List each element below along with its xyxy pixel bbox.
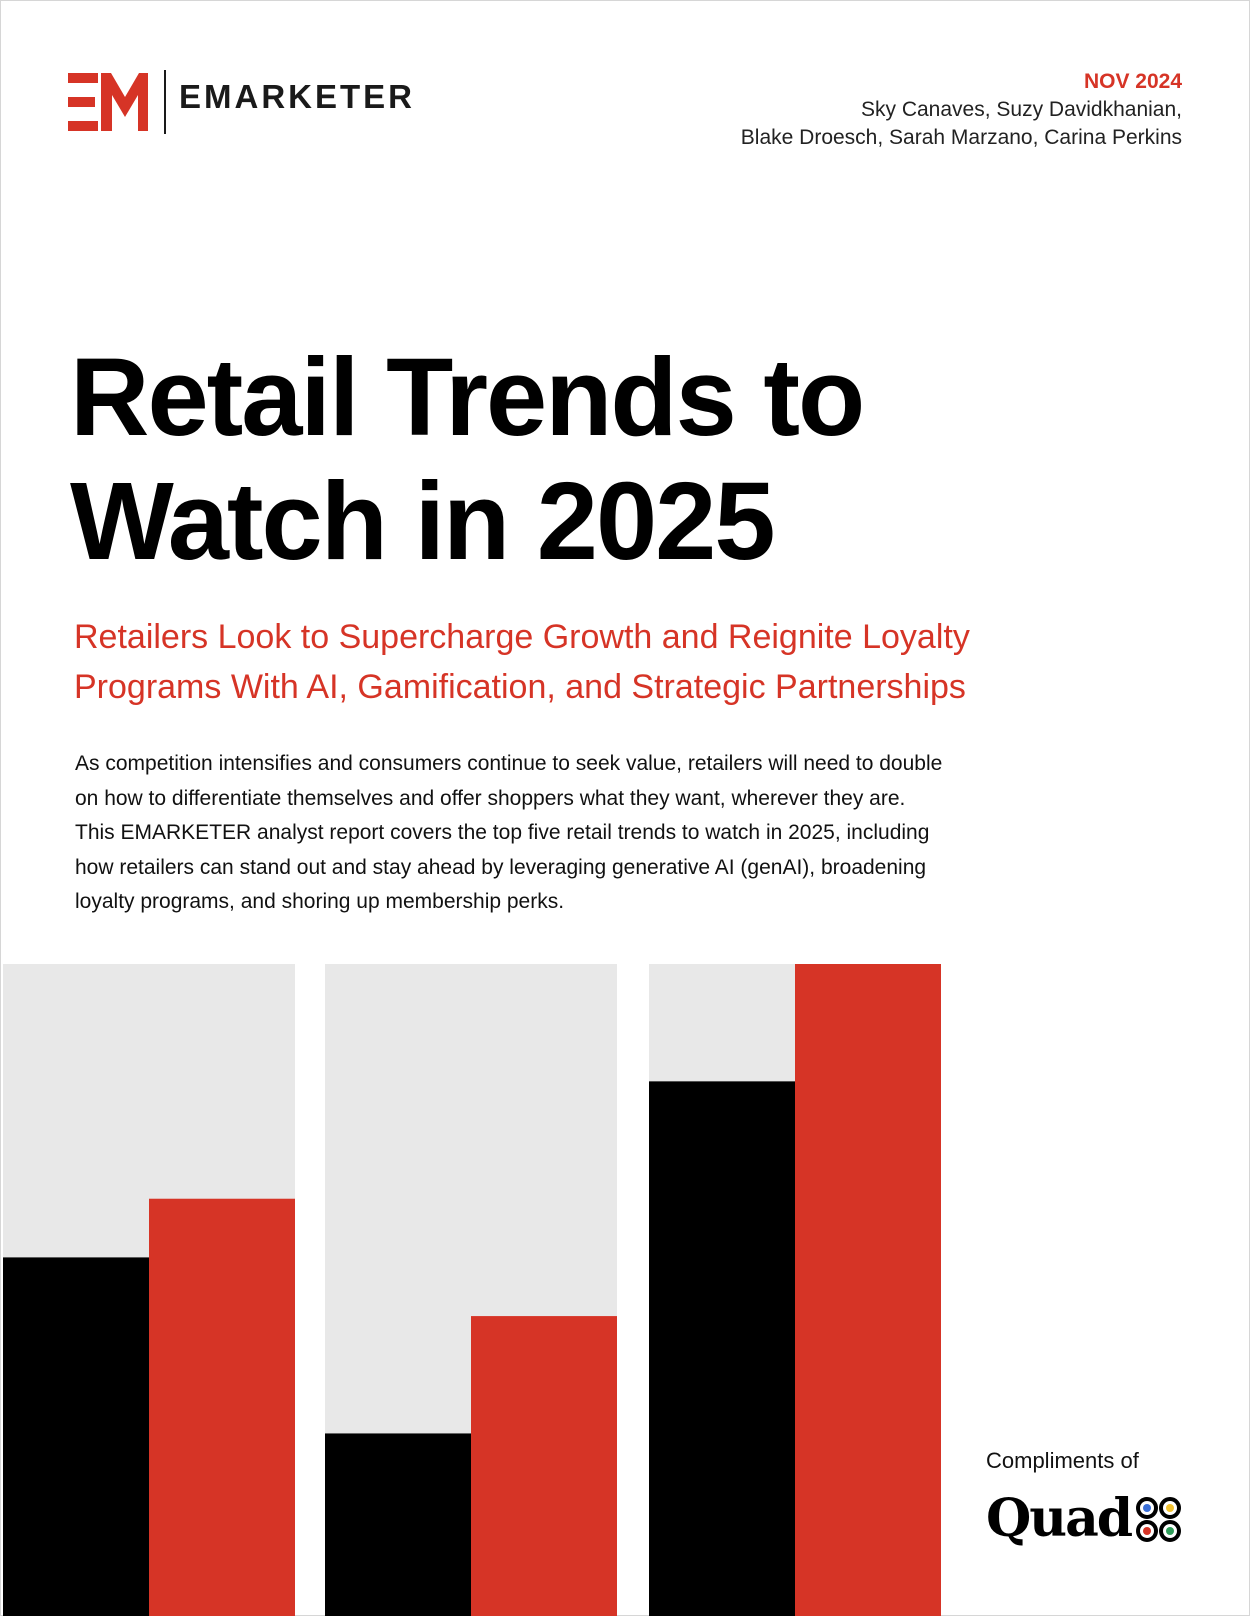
logo-m-shape bbox=[101, 73, 148, 131]
logo-wordmark: EMARKETER bbox=[179, 78, 416, 115]
title-line-2: Watch in 2025 bbox=[70, 460, 776, 583]
authors-line-1: Sky Canaves, Suzy Davidkhanian, bbox=[861, 98, 1182, 121]
emarketer-logo[interactable]: EMARKETER bbox=[68, 70, 420, 134]
summary-line-1: As competition intensifies and consumers… bbox=[75, 752, 943, 775]
summary-line-3: This EMARKETER analyst report covers the… bbox=[75, 821, 930, 844]
sponsor-label: Compliments of bbox=[986, 1448, 1139, 1473]
title-line-1: Retail Trends to bbox=[70, 336, 865, 459]
report-title: Retail Trends to Watch in 2025 bbox=[70, 336, 865, 584]
quad-wordmark: Quad bbox=[986, 1488, 1133, 1549]
subtitle-line-2: Programs With AI, Gamification, and Stra… bbox=[74, 668, 966, 706]
em-logo-icon bbox=[68, 73, 148, 131]
report-meta: NOV 2024 Sky Canaves, Suzy Davidkhanian,… bbox=[741, 68, 1182, 152]
quad-logo[interactable]: Quad bbox=[986, 1491, 1186, 1551]
logo-e-bar-middle bbox=[68, 97, 95, 107]
summary-line-4: how retailers can stand out and stay ahe… bbox=[75, 855, 927, 879]
sponsor-block: Compliments of Quad bbox=[986, 1447, 1186, 1547]
logo-e-bar-top bbox=[68, 73, 98, 83]
quad-emblem-icon bbox=[1136, 1497, 1181, 1542]
subtitle-line-1: Retailers Look to Supercharge Growth and… bbox=[74, 618, 970, 656]
authors-line-2: Blake Droesch, Sarah Marzano, Carina Per… bbox=[740, 126, 1182, 149]
summary-line-5: loyalty programs, and shoring up members… bbox=[75, 890, 565, 913]
report-date: NOV 2024 bbox=[1083, 70, 1182, 93]
logo-e-bar-bottom bbox=[68, 121, 98, 131]
summary-line-2: on how to differentiate themselves and o… bbox=[75, 786, 906, 810]
logo-divider bbox=[164, 70, 166, 134]
report-summary: As competition intensifies and consumers… bbox=[75, 747, 1025, 920]
report-subtitle: Retailers Look to Supercharge Growth and… bbox=[74, 612, 1074, 712]
